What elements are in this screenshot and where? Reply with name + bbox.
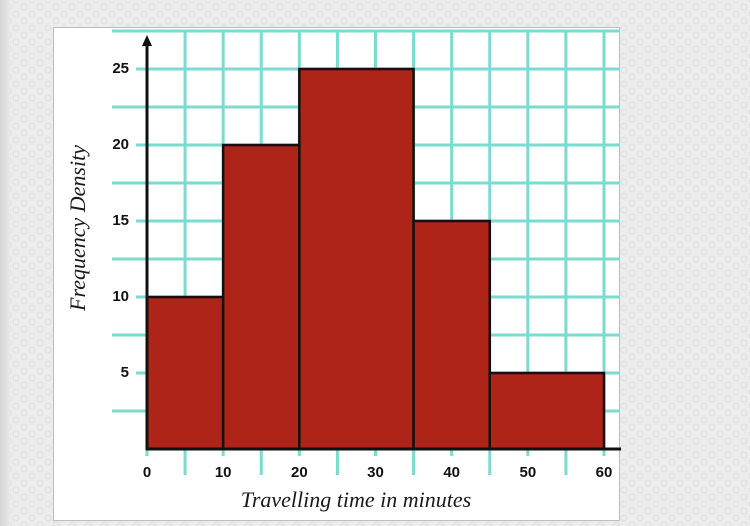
background-edge [0,0,9,526]
histogram-bars [145,67,606,451]
x-tick-label: 60 [595,464,613,481]
y-tick-label: 5 [120,364,129,381]
y-tick-label: 15 [112,212,129,229]
y-axis-arrow-icon [142,35,152,46]
histogram-bar [412,219,492,451]
x-tick-label: 0 [142,464,152,481]
x-tick-label: 10 [214,464,232,481]
histogram-bar [298,67,415,451]
histogram-bar [221,143,301,451]
axes [142,35,621,451]
x-tick-label: 30 [367,464,384,481]
histogram-bar [488,371,606,451]
y-tick-label: 10 [112,288,129,305]
y-tick-label: 20 [112,136,129,153]
histogram-bar [145,295,225,451]
x-tick-label: 20 [290,464,308,481]
x-axis-label: Travelling time in minutes [240,487,472,512]
x-tick-label: 50 [519,464,537,481]
y-tick-label: 25 [112,60,129,77]
y-axis-label: Frequency Density [65,145,90,311]
x-tick-label: 40 [443,464,460,481]
